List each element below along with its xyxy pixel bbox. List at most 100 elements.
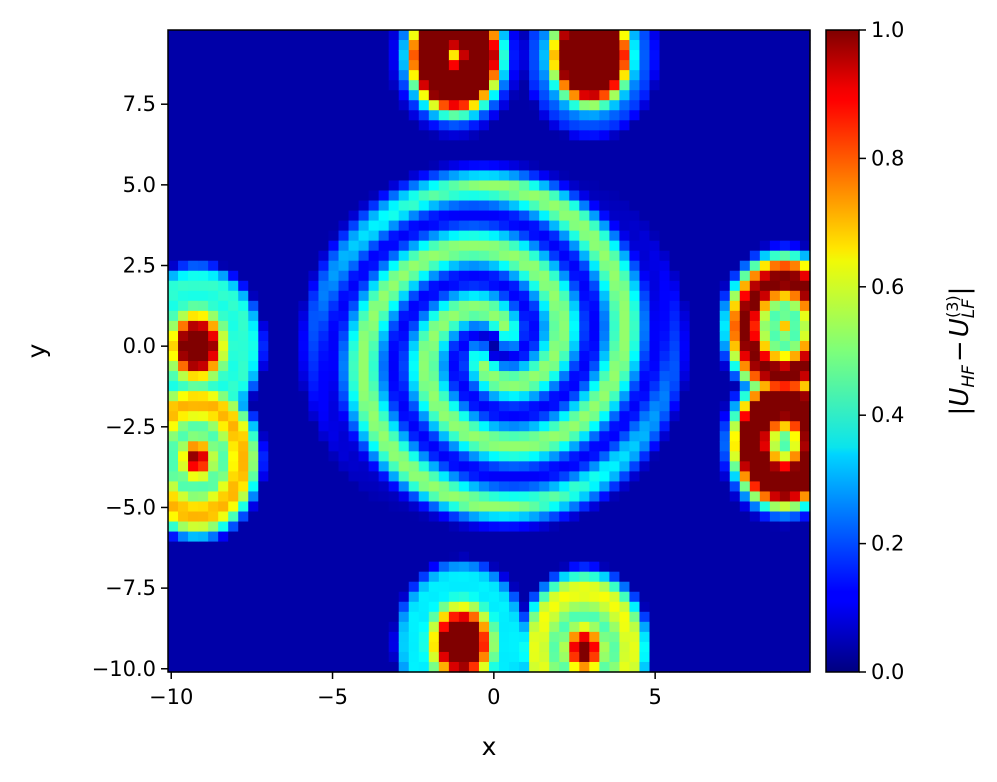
- heatmap-cell: [458, 421, 470, 432]
- heatmap-cell: [659, 140, 671, 151]
- heatmap-cell: [288, 110, 300, 121]
- heatmap-cell: [799, 50, 811, 61]
- heatmap-cell: [198, 330, 209, 342]
- heatmap-cell: [529, 621, 540, 633]
- heatmap-cell: [499, 381, 510, 392]
- heatmap-cell: [589, 661, 600, 673]
- heatmap-cell: [298, 70, 310, 81]
- heatmap-cell: [689, 260, 701, 272]
- heatmap-cell: [178, 381, 189, 392]
- heatmap-cell: [739, 551, 751, 563]
- heatmap-cell: [468, 551, 480, 563]
- heatmap-cell: [188, 180, 199, 192]
- heatmap-cell: [178, 330, 189, 342]
- heatmap-cell: [669, 371, 681, 382]
- heatmap-cell: [258, 220, 269, 232]
- heatmap-cell: [649, 511, 661, 523]
- heatmap-cell: [569, 501, 580, 513]
- heatmap-cell: [739, 130, 751, 141]
- heatmap-cell: [228, 521, 239, 533]
- heatmap-cell: [318, 60, 330, 71]
- heatmap-cell: [759, 441, 771, 452]
- heatmap-cell: [238, 421, 249, 432]
- heatmap-cell: [749, 300, 761, 312]
- heatmap-cell: [579, 210, 590, 222]
- heatmap-cell: [549, 240, 560, 252]
- heatmap-cell: [228, 30, 239, 41]
- heatmap-cell: [438, 581, 450, 593]
- heatmap-cell: [228, 320, 239, 332]
- heatmap-cell: [408, 361, 420, 372]
- heatmap-cell: [599, 631, 610, 643]
- heatmap-cell: [418, 90, 430, 101]
- heatmap-cell: [489, 621, 500, 633]
- heatmap-cell: [639, 511, 651, 523]
- heatmap-cell: [318, 280, 330, 292]
- heatmap-cell: [408, 140, 420, 151]
- heatmap-cell: [569, 631, 580, 643]
- heatmap-cell: [298, 601, 310, 613]
- heatmap-cell: [719, 451, 731, 462]
- heatmap-cell: [519, 320, 530, 332]
- heatmap-cell: [368, 220, 380, 232]
- heatmap-cell: [298, 140, 310, 151]
- heatmap-cell: [779, 571, 791, 583]
- heatmap-cell: [328, 240, 340, 252]
- heatmap-cell: [338, 60, 350, 71]
- heatmap-cell: [468, 170, 480, 182]
- heatmap-cell: [679, 40, 691, 51]
- heatmap-cell: [629, 140, 641, 151]
- heatmap-cell: [318, 320, 330, 332]
- heatmap-cell: [689, 541, 701, 553]
- heatmap-cell: [669, 170, 681, 182]
- heatmap-cell: [669, 381, 681, 392]
- heatmap-cell: [228, 421, 239, 432]
- heatmap-cell: [338, 310, 350, 322]
- heatmap-cell: [348, 260, 360, 272]
- heatmap-cell: [539, 110, 550, 121]
- heatmap-cell: [278, 601, 289, 613]
- heatmap-cell: [739, 270, 751, 282]
- heatmap-cell: [499, 220, 510, 232]
- heatmap-cell: [759, 591, 771, 603]
- heatmap-cell: [539, 280, 550, 292]
- heatmap-cell: [318, 431, 330, 442]
- heatmap-cell: [679, 250, 691, 262]
- heatmap-cell: [609, 260, 621, 272]
- heatmap-cell: [729, 471, 741, 483]
- heatmap-cell: [519, 521, 530, 533]
- heatmap-cell: [198, 50, 209, 61]
- heatmap-cell: [539, 230, 550, 242]
- heatmap-cell: [408, 310, 420, 322]
- heatmap-cell: [358, 200, 370, 212]
- heatmap-cell: [398, 571, 410, 583]
- heatmap-cell: [368, 431, 380, 442]
- heatmap-cell: [238, 651, 249, 663]
- heatmap-cell: [609, 551, 621, 563]
- heatmap-cell: [749, 140, 761, 151]
- heatmap-cell: [699, 501, 711, 513]
- heatmap-cell: [388, 371, 400, 382]
- heatmap-cell: [759, 601, 771, 613]
- heatmap-cell: [258, 501, 269, 513]
- heatmap-cell: [418, 471, 430, 483]
- heatmap-cell: [458, 641, 470, 653]
- heatmap-cell: [619, 461, 631, 472]
- heatmap-cell: [468, 330, 480, 342]
- heatmap-cell: [529, 501, 540, 513]
- heatmap-cell: [659, 461, 671, 472]
- heatmap-cell: [689, 631, 701, 643]
- heatmap-cell: [519, 250, 530, 262]
- heatmap-cell: [579, 461, 590, 472]
- heatmap-cell: [418, 140, 430, 151]
- heatmap-cell: [298, 50, 310, 61]
- heatmap-cell: [709, 250, 721, 262]
- heatmap-cell: [579, 70, 590, 81]
- heatmap-cell: [719, 531, 731, 543]
- heatmap-cell: [589, 641, 600, 653]
- heatmap-cell: [779, 351, 791, 362]
- heatmap-cell: [338, 170, 350, 182]
- heatmap-cell: [789, 310, 801, 322]
- heatmap-cell: [569, 481, 580, 493]
- heatmap-cell: [509, 511, 520, 523]
